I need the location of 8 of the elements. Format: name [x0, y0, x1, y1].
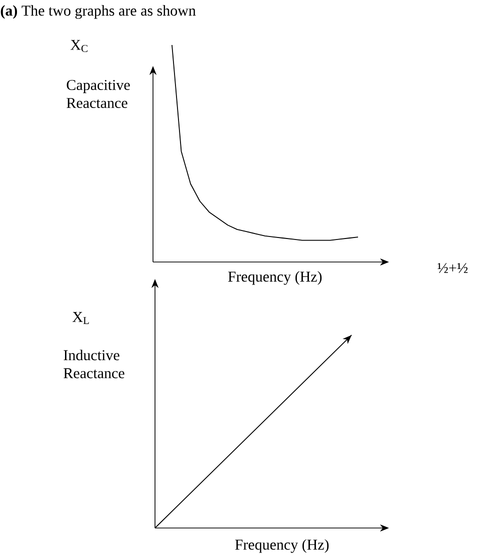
y-axis-title: Inductive Reactance	[64, 350, 124, 378]
x-axis-title: Frequency (Hz)	[235, 539, 329, 553]
text: ½+½	[438, 263, 468, 273]
y-axis-title: Capacitive Reactance	[66, 80, 130, 108]
text: X$_{L}$	[72, 312, 89, 324]
chart-title: (a) The two graphs are as shown	[0, 5, 196, 19]
text: X$_{C}$	[70, 40, 88, 52]
x-axis-title: Frequency (Hz)	[228, 271, 322, 285]
